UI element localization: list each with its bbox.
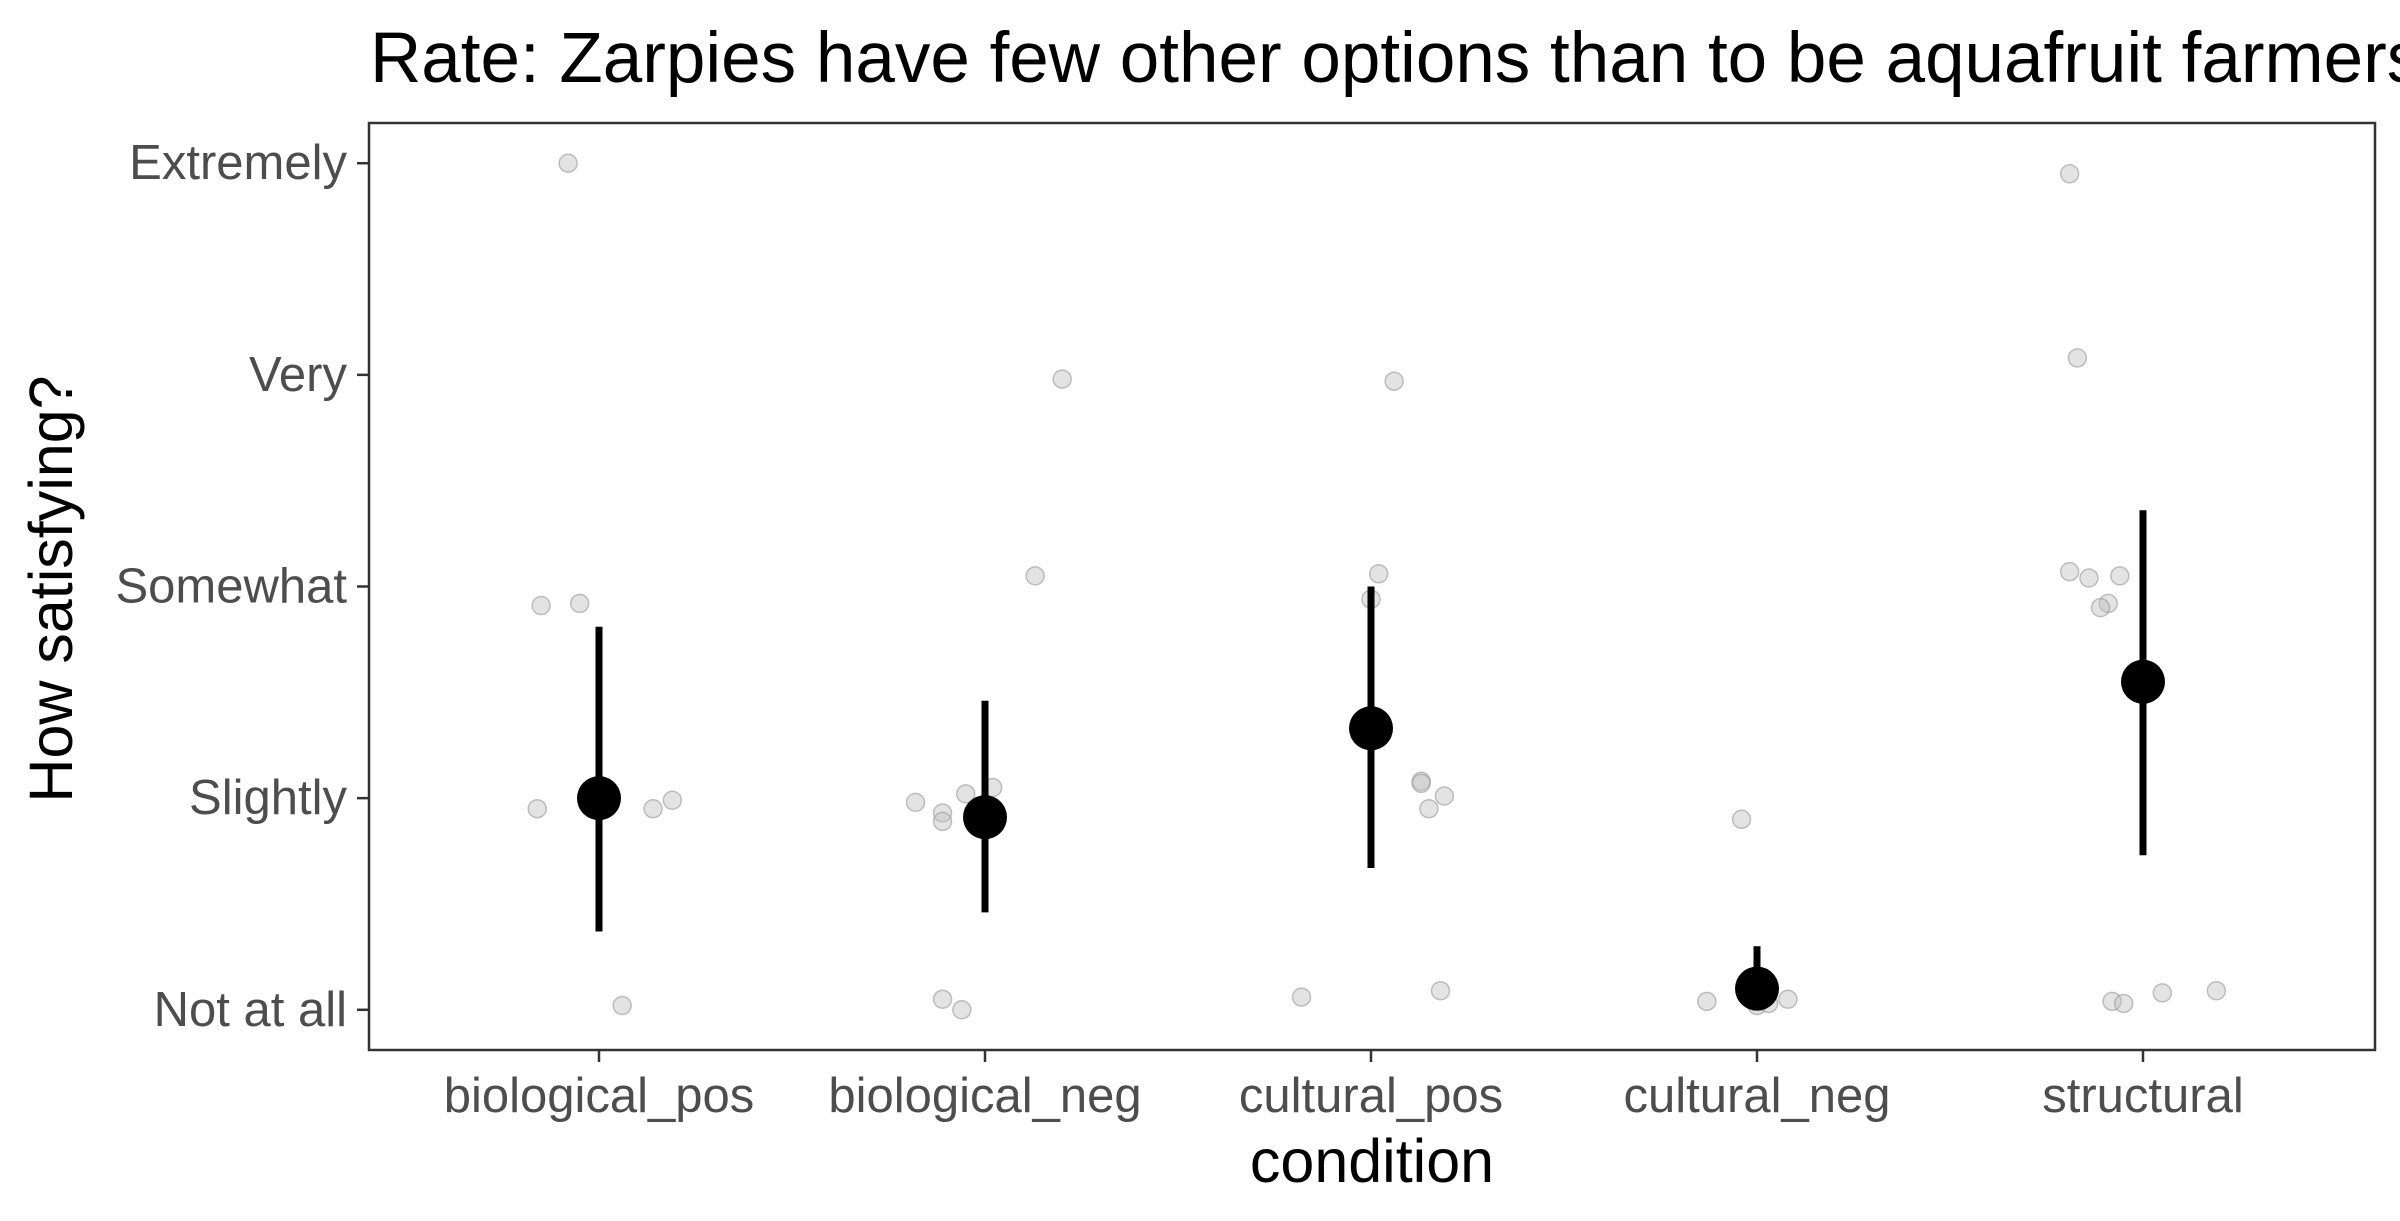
y-tick-label: Somewhat — [115, 560, 347, 614]
y-tick-label: Extremely — [129, 136, 347, 190]
raw-data-point — [2059, 561, 2080, 582]
x-tick-label: cultural_neg — [1624, 1069, 1891, 1123]
raw-data-point — [531, 595, 551, 616]
raw-data-point — [2113, 993, 2134, 1014]
raw-data-point — [2090, 597, 2111, 618]
raw-data-point — [932, 989, 953, 1009]
raw-data-point — [1731, 809, 1752, 830]
raw-data-point — [2206, 980, 2227, 1001]
x-axis-title: condition — [1250, 1127, 1494, 1195]
raw-data-point — [1778, 989, 1798, 1009]
mean-point — [1349, 706, 1393, 751]
raw-data-point — [905, 792, 926, 813]
raw-data-point — [1291, 987, 1312, 1007]
raw-points-layer — [527, 153, 2227, 1020]
x-tick-label: biological_neg — [828, 1069, 1141, 1123]
raw-data-point — [527, 798, 547, 819]
raw-data-point — [612, 995, 632, 1016]
raw-data-point — [569, 593, 590, 614]
raw-data-point — [558, 153, 578, 173]
raw-data-point — [1368, 564, 1389, 584]
x-tick-label: cultural_pos — [1239, 1069, 1503, 1123]
y-axis-title: How satisfying? — [17, 375, 85, 802]
raw-data-point — [1419, 798, 1439, 819]
y-axis-ticks: Not at all Slightly Somewhat Very Extremely — [115, 136, 369, 1037]
raw-data-point — [2079, 568, 2099, 588]
mean-point — [2121, 659, 2165, 704]
raw-data-point — [1697, 991, 1717, 1012]
raw-data-point — [955, 784, 976, 804]
raw-data-point — [1411, 773, 1431, 794]
raw-data-point — [2110, 566, 2130, 586]
raw-data-point — [1025, 566, 1045, 586]
y-tick-label: Slightly — [189, 771, 347, 825]
y-tick-label: Very — [249, 348, 348, 402]
raw-data-point — [643, 798, 663, 819]
chart-title: Rate: Zarpies have few other options tha… — [370, 19, 2400, 98]
summary-layer — [577, 510, 2165, 1011]
raw-data-point — [952, 1000, 972, 1020]
mean-point — [577, 776, 621, 821]
mean-point — [1735, 966, 1779, 1011]
raw-data-point — [1434, 786, 1455, 806]
raw-data-point — [2152, 983, 2173, 1003]
x-axis-ticks: biological_pos biological_neg cultural_pos… — [444, 1050, 2244, 1123]
x-tick-label: structural — [2042, 1069, 2244, 1123]
raw-data-point — [1384, 371, 1404, 391]
raw-data-point — [662, 790, 683, 811]
raw-data-point — [2067, 348, 2088, 368]
raw-data-point — [1052, 369, 1072, 389]
raw-data-point — [1430, 980, 1451, 1001]
mean-point — [963, 795, 1007, 840]
x-tick-label: biological_pos — [444, 1069, 755, 1123]
y-tick-label: Not at all — [154, 983, 347, 1037]
raw-data-point — [932, 811, 953, 832]
raw-data-point — [2059, 164, 2080, 184]
